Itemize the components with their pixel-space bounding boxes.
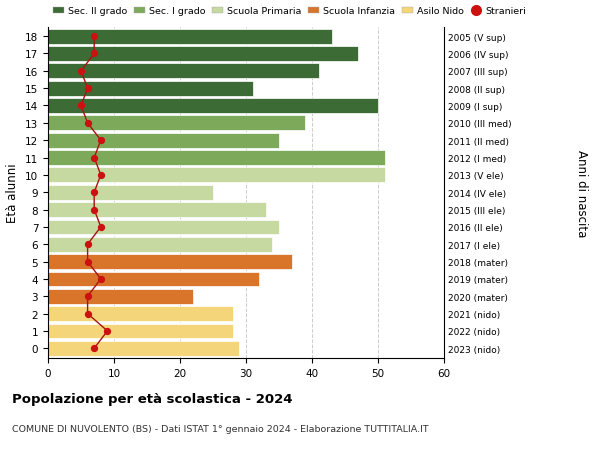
Point (89, 189, 99, 196)
Point (96, 137, 106, 145)
Point (89, 155, 99, 162)
Bar (48, 47, 358, 62)
Bar (48, 134, 279, 148)
Bar (48, 220, 279, 235)
Point (103, 328, 112, 335)
Bar (48, 168, 385, 183)
Point (76, 68, 86, 75)
Point (83, 241, 92, 248)
Point (96, 172, 106, 179)
Y-axis label: Età alunni: Età alunni (7, 163, 19, 223)
Bar (48, 255, 292, 269)
Bar (48, 30, 332, 45)
Y-axis label: Anni di nascita: Anni di nascita (575, 149, 588, 236)
Point (96, 224, 106, 231)
Point (76, 103, 86, 110)
Point (83, 258, 92, 266)
Bar (48, 82, 253, 96)
Bar (48, 99, 378, 114)
Bar (48, 185, 213, 200)
Point (83, 120, 92, 127)
Point (83, 293, 92, 300)
Bar (48, 272, 259, 287)
Bar (48, 324, 233, 339)
Text: COMUNE DI NUVOLENTO (BS) - Dati ISTAT 1° gennaio 2024 - Elaborazione TUTTITALIA.: COMUNE DI NUVOLENTO (BS) - Dati ISTAT 1°… (12, 425, 428, 434)
Point (83, 310, 92, 318)
Point (89, 345, 99, 352)
Point (89, 207, 99, 214)
Bar (48, 341, 239, 356)
Text: Popolazione per età scolastica - 2024: Popolazione per età scolastica - 2024 (12, 392, 293, 405)
Bar (48, 151, 385, 166)
Point (89, 34, 99, 41)
Bar (48, 237, 272, 252)
Bar (48, 307, 233, 321)
Point (83, 85, 92, 93)
Bar (48, 203, 266, 218)
Point (96, 275, 106, 283)
Legend: Sec. II grado, Sec. I grado, Scuola Primaria, Scuola Infanzia, Asilo Nido, Stran: Sec. II grado, Sec. I grado, Scuola Prim… (53, 7, 526, 16)
Bar (48, 64, 319, 79)
Bar (48, 289, 193, 304)
Point (89, 50, 99, 58)
Bar (48, 116, 305, 131)
